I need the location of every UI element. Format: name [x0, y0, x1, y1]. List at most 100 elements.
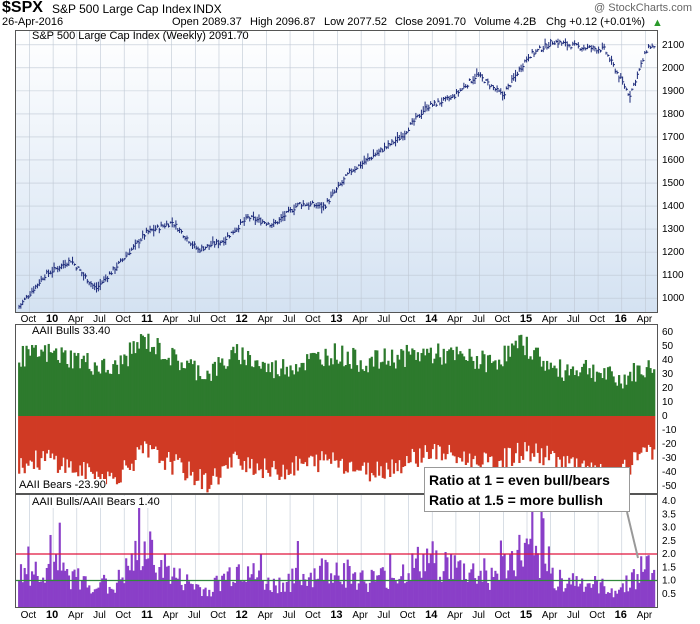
ratio-bar: [505, 578, 508, 607]
x-tick-label: 14: [425, 609, 438, 621]
ratio-bar: [621, 583, 624, 607]
bear-bar: [224, 416, 228, 466]
price-bar: [605, 51, 608, 55]
ratio-bar: [461, 580, 464, 607]
bull-bar: [339, 361, 342, 416]
bear-bar: [180, 416, 183, 463]
bull-bar: [112, 364, 115, 416]
bear-bar: [38, 416, 41, 470]
x-tick-label: Oct: [115, 314, 131, 324]
bull-bar: [361, 369, 364, 416]
ratio-bar: [568, 577, 571, 607]
bear-bar: [123, 416, 126, 461]
bull-bar: [82, 355, 85, 416]
bear-bar: [263, 416, 266, 459]
bear-bar: [77, 416, 80, 477]
price-bar: [350, 168, 353, 176]
ratio-panel: AAII Bulls/AAII Bears 1.40: [15, 494, 658, 608]
bull-bar: [348, 364, 351, 416]
bear-bar: [189, 416, 192, 476]
bear-bar: [642, 416, 645, 448]
price-bar: [553, 41, 556, 45]
price-bar: [513, 73, 516, 81]
ratio-bar: [540, 508, 543, 607]
y-tick-label: 1300: [662, 224, 685, 235]
ratio-bar: [387, 588, 390, 607]
ratio-bar: [256, 577, 259, 607]
price-bar: [404, 130, 407, 141]
bear-bar: [647, 416, 650, 445]
ratio-bar: [381, 567, 384, 607]
bear-bar: [492, 416, 495, 472]
ratio-bar: [95, 588, 98, 607]
bull-bar: [424, 355, 427, 416]
bull-bar: [31, 345, 34, 416]
ratio-bar: [379, 568, 383, 607]
price-bar: [94, 282, 97, 291]
price-bar: [90, 281, 93, 288]
price-bar: [156, 224, 160, 228]
price-bar: [57, 266, 60, 273]
ratio-bar: [224, 581, 227, 607]
bull-bar: [80, 358, 84, 416]
bear-bar: [368, 416, 372, 482]
ratio-bar: [302, 573, 305, 607]
price-bar: [465, 84, 468, 88]
price-bar: [622, 76, 625, 85]
bear-bar: [315, 416, 318, 455]
price-bar: [166, 220, 169, 226]
ratio-bar: [346, 559, 349, 607]
price-bar: [393, 141, 396, 145]
bear-bar: [125, 416, 128, 466]
price-bar: [590, 45, 593, 53]
ratio-bar: [119, 579, 122, 607]
bear-bar: [307, 416, 311, 458]
ratio-bar: [610, 588, 613, 607]
price-bar: [374, 152, 377, 157]
bear-bar: [640, 416, 643, 453]
price-bar: [369, 156, 372, 161]
bull-bar: [653, 369, 656, 416]
ratio-bar: [293, 583, 296, 607]
price-bar: [341, 180, 344, 187]
ratio-bar: [357, 583, 360, 607]
bull-bar: [549, 362, 552, 416]
bear-bar: [324, 416, 327, 455]
ratio-bar: [234, 582, 237, 607]
bear-bar: [309, 416, 312, 456]
ratio-bar: [191, 584, 194, 607]
bear-bar: [462, 416, 466, 452]
price-bar: [60, 263, 64, 270]
ratio-bar: [80, 580, 83, 607]
y-tick-label: -20: [662, 439, 677, 450]
ratio-bar: [217, 579, 220, 607]
bull-bar: [462, 356, 466, 416]
x-tick-label: Apr: [447, 314, 463, 324]
ratio-bar: [84, 576, 87, 607]
ratio-bar: [141, 566, 144, 607]
price-bar: [376, 149, 379, 156]
price-bar: [64, 259, 67, 269]
bear-bar: [322, 416, 325, 461]
bull-bar: [389, 365, 392, 416]
bull-bar: [645, 367, 648, 416]
bull-bar: [636, 365, 639, 416]
bull-bar: [278, 376, 281, 416]
price-bar: [529, 56, 532, 59]
bull-bar: [97, 371, 100, 416]
price-bar: [467, 84, 470, 89]
ratio-bar: [571, 573, 574, 607]
bull-bar: [258, 366, 261, 416]
price-bar: [230, 231, 233, 234]
price-bar: [151, 228, 154, 232]
ratio-bar: [258, 570, 261, 607]
ratio-bar: [228, 567, 231, 607]
bear-bar: [217, 416, 220, 485]
bear-bar: [18, 416, 21, 474]
bull-bar: [328, 365, 331, 416]
bear-bar: [653, 416, 656, 450]
ratio-bar: [608, 592, 611, 607]
bear-bar: [154, 416, 157, 447]
bear-bar: [93, 416, 97, 486]
bull-bar: [302, 362, 305, 416]
